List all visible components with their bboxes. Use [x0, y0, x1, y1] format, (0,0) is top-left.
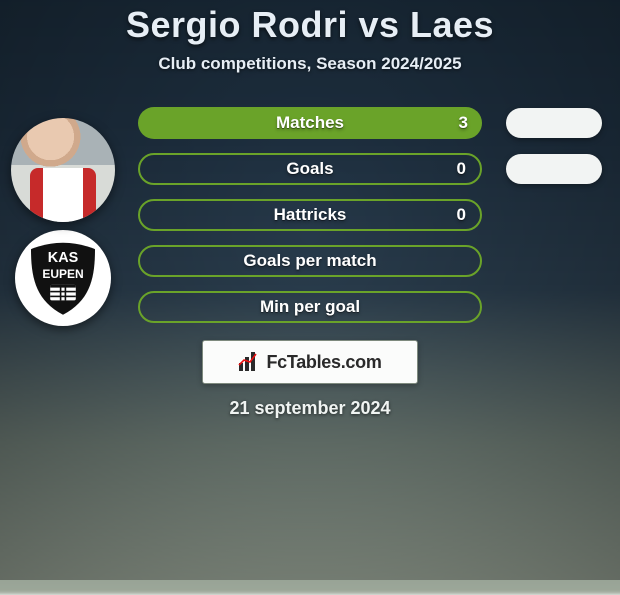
stat-row-goals_per_match: Goals per match [0, 238, 620, 284]
stat-pill-goals: Goals0 [138, 153, 482, 185]
stat-rows: Matches3Goals0Hattricks0Goals per matchM… [0, 100, 620, 330]
stat-value: 0 [457, 205, 466, 225]
stat-pill-goals_per_match: Goals per match [138, 245, 482, 277]
stat-label: Hattricks [140, 205, 480, 225]
stat-value: 0 [457, 159, 466, 179]
stat-pill-min_per_goal: Min per goal [138, 291, 482, 323]
stat-row-min_per_goal: Min per goal [0, 284, 620, 330]
stat-row-goals: Goals0 [0, 146, 620, 192]
footer-brand-box: FcTables.com [202, 340, 418, 384]
page-title: Sergio Rodri vs Laes [0, 4, 620, 46]
stat-row-matches: Matches3 [0, 100, 620, 146]
opponent-pill-matches [506, 108, 602, 138]
stat-label: Goals [140, 159, 480, 179]
stat-label: Goals per match [140, 251, 480, 271]
stat-label: Min per goal [140, 297, 480, 317]
opponent-pill-goals [506, 154, 602, 184]
stat-label: Matches [138, 113, 482, 133]
fctables-bars-icon [238, 352, 260, 372]
snapshot-date: 21 september 2024 [0, 398, 620, 419]
stat-row-hattricks: Hattricks0 [0, 192, 620, 238]
infographic-container: Sergio Rodri vs Laes Club competitions, … [0, 0, 620, 580]
stat-pill-matches: Matches3 [138, 107, 482, 139]
stat-value: 3 [459, 113, 468, 133]
stat-pill-hattricks: Hattricks0 [138, 199, 482, 231]
page-subtitle: Club competitions, Season 2024/2025 [0, 54, 620, 74]
footer-brand-text: FcTables.com [266, 352, 381, 373]
